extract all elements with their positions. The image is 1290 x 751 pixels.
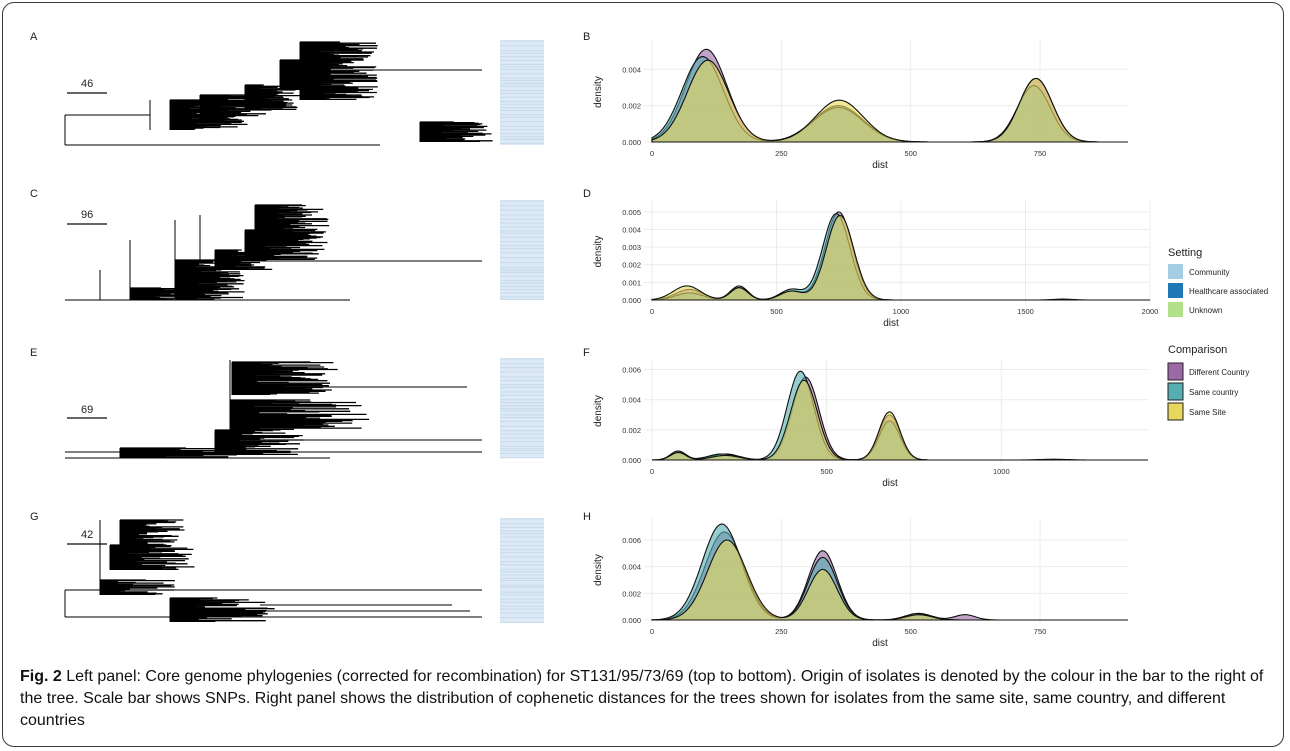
x-axis-label: dist (882, 478, 898, 489)
x-tick-label: 500 (820, 467, 833, 476)
x-tick-label: 500 (770, 307, 783, 316)
density-chart-h: H 0.000 0.002 0.004 0.006 0 250 500 750 dist dens… (583, 511, 1128, 649)
origin-bar (500, 358, 544, 458)
y-tick-label: 0.006 (622, 366, 641, 375)
legend-comparison-title: Comparison (1168, 344, 1227, 356)
tree-branches-g (64, 519, 482, 623)
panel-label-f: F (583, 347, 590, 359)
scale-label-g: 42 (81, 529, 93, 541)
scale-label-e: 69 (81, 404, 93, 416)
x-axis-label: dist (872, 160, 888, 171)
panel-label-d: D (583, 188, 591, 200)
legend-swatch-unknown (1168, 302, 1183, 317)
phylogeny-tree-e: E 69 (30, 347, 482, 459)
density-chart-f: F 0.000 0.002 0.004 0.006 0 500 1000 dist densit… (583, 347, 1148, 489)
y-tick-label: 0.000 (622, 616, 641, 625)
y-tick-label: 0.006 (622, 536, 641, 545)
x-tick-label: 750 (1034, 627, 1047, 636)
legend-label-healthcare: Healthcare associated (1189, 287, 1268, 296)
x-tick-label: 500 (904, 149, 917, 158)
y-axis-label: density (593, 76, 604, 108)
legend-swatch-different-country (1167, 362, 1184, 381)
origin-bar (500, 40, 544, 145)
figure-caption: Fig. 2 Left panel: Core genome phylogeni… (20, 666, 1270, 732)
legend-label-unknown: Unknown (1189, 306, 1222, 315)
phylogeny-tree-a: A 46 (30, 31, 493, 146)
y-tick-label: 0.002 (622, 102, 641, 111)
legend-label-same-site: Same Site (1189, 408, 1226, 417)
origin-colour-bars (500, 40, 544, 623)
panel-label-g: G (30, 511, 39, 523)
panel-label-b: B (583, 31, 590, 43)
x-tick-label: 0 (650, 307, 654, 316)
origin-bar (500, 518, 544, 623)
scale-label-a: 46 (81, 78, 93, 90)
legend-setting: Setting Community Healthcare associated … (1168, 247, 1268, 317)
legend-swatch-healthcare (1168, 283, 1183, 298)
legend-swatch-same-site (1167, 402, 1184, 421)
density-chart-d: D 0.000 0.001 0.002 0.003 0.004 0.005 0 500 1000… (583, 188, 1158, 329)
phylogeny-tree-c: C 96 (30, 188, 482, 301)
y-axis-label: density (593, 554, 604, 586)
y-tick-label: 0.004 (622, 563, 641, 572)
panel-label-a: A (30, 31, 38, 43)
y-tick-label: 0.004 (622, 396, 641, 405)
legend-label-community: Community (1189, 268, 1229, 277)
x-tick-label: 0 (650, 467, 654, 476)
tree-branches-c (65, 204, 482, 301)
y-axis-label: density (593, 236, 604, 268)
x-tick-label: 750 (1034, 149, 1047, 158)
x-tick-label: 1000 (893, 307, 910, 316)
figure-label: Fig. 2 (20, 668, 62, 685)
y-tick-label: 0.001 (622, 278, 641, 287)
x-tick-label: 1500 (1017, 307, 1034, 316)
legend-swatch-same-country (1167, 382, 1184, 401)
density-area-same-site (651, 59, 1128, 143)
legend-comparison: Comparison Different Country Same countr… (1167, 344, 1249, 421)
caption-text: Left panel: Core genome phylogenies (cor… (20, 668, 1264, 729)
tree-branches-e (65, 360, 482, 459)
density-chart-b: B 0.000 0.002 0.004 0 250 500 750 dist density (583, 31, 1128, 171)
x-tick-label: 1000 (993, 467, 1010, 476)
legend-label-same-country: Same country (1189, 388, 1238, 397)
scale-label-c: 96 (81, 209, 93, 221)
x-tick-label: 500 (904, 627, 917, 636)
panel-label-c: C (30, 188, 38, 200)
y-tick-label: 0.000 (622, 138, 641, 147)
y-tick-label: 0.000 (622, 296, 641, 305)
tree-branches-a (64, 41, 493, 146)
x-tick-label: 250 (775, 627, 788, 636)
y-tick-label: 0.003 (622, 243, 641, 252)
y-tick-label: 0.005 (622, 208, 641, 217)
phylogeny-tree-g: G 42 (30, 511, 482, 623)
x-tick-label: 0 (650, 627, 654, 636)
x-axis-label: dist (872, 638, 888, 649)
y-axis-label: density (593, 395, 604, 427)
y-tick-label: 0.002 (622, 261, 641, 270)
y-tick-label: 0.004 (622, 225, 641, 234)
y-tick-label: 0.002 (622, 426, 641, 435)
y-tick-label: 0.002 (622, 589, 641, 598)
legend-swatch-community (1168, 264, 1183, 279)
x-axis-label: dist (883, 318, 899, 329)
legend-setting-title: Setting (1168, 247, 1202, 259)
legend-label-different-country: Different Country (1189, 368, 1249, 377)
y-tick-label: 0.000 (622, 456, 641, 465)
density-area-same-site (651, 539, 1128, 621)
density-area-same-site (651, 214, 1150, 301)
panel-label-h: H (583, 511, 591, 523)
y-tick-label: 0.004 (622, 65, 641, 74)
x-tick-label: 2000 (1142, 307, 1159, 316)
panel-label-e: E (30, 347, 37, 359)
x-tick-label: 250 (775, 149, 788, 158)
x-tick-label: 0 (650, 149, 654, 158)
density-area-same-site (651, 379, 1148, 461)
